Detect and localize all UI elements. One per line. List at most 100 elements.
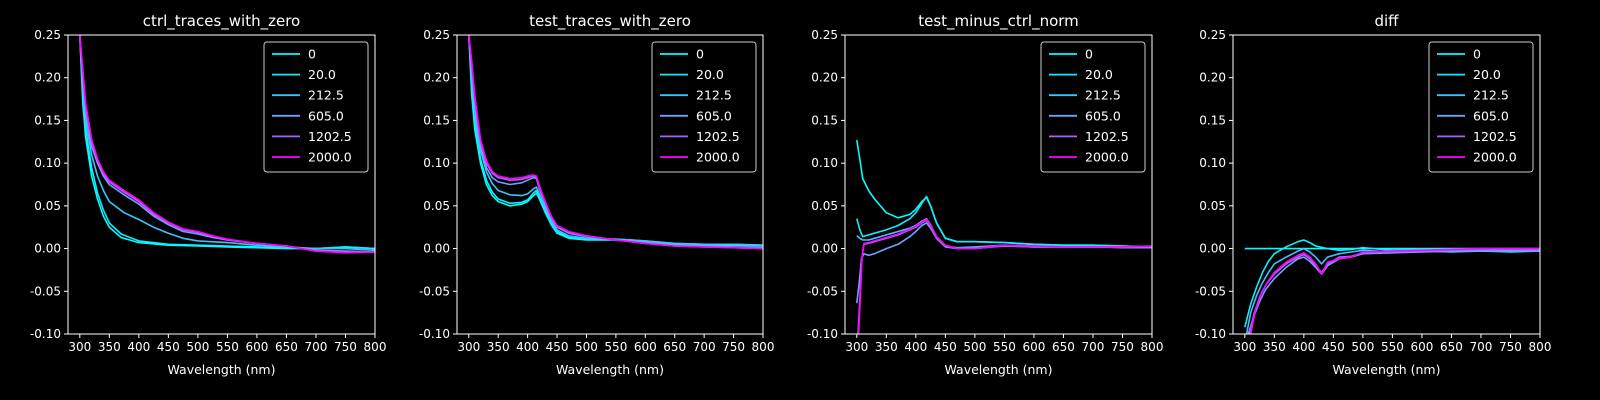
x-tick-label: 400 — [1292, 340, 1315, 354]
subplot-1: ctrl_traces_with_zero 300 350 400 450 500 550 6… — [30, 12, 387, 377]
y-tick-label: -0.10 — [1195, 327, 1226, 341]
x-axis-label: Wavelength (nm) — [168, 362, 276, 377]
x-tick-label: 600 — [245, 340, 268, 354]
y-tick-label: 0.25 — [811, 28, 838, 42]
legend-label: 20.0 — [696, 67, 724, 82]
subplot-title: diff — [1374, 12, 1399, 30]
legend-label: 1202.5 — [308, 129, 352, 144]
series-line-2000.0 — [79, 35, 375, 254]
legend-label: 605.0 — [696, 108, 732, 123]
x-tick-label: 450 — [934, 340, 957, 354]
legend-label: 0 — [1085, 47, 1093, 62]
legend-label: 605.0 — [1085, 108, 1121, 123]
y-tick-label: -0.10 — [419, 327, 450, 341]
y-tick-label: 0.10 — [811, 156, 838, 170]
legend-label: 0 — [696, 47, 704, 62]
y-tick-label: 0.20 — [423, 71, 450, 85]
series-group — [468, 35, 763, 250]
series-line-2000.0 — [468, 35, 763, 250]
legend-label: 20.0 — [1473, 67, 1501, 82]
x-tick-label: 750 — [1111, 340, 1134, 354]
x-tick-label: 400 — [127, 340, 150, 354]
y-tick-label: 0.15 — [1199, 113, 1226, 127]
y-tick-label: -0.05 — [30, 284, 61, 298]
x-tick-label: 350 — [98, 340, 121, 354]
legend-label: 20.0 — [1085, 67, 1113, 82]
legend-label: 212.5 — [1085, 88, 1121, 103]
x-tick-label: 650 — [275, 340, 298, 354]
series-group — [1244, 239, 1540, 334]
series-line-212.5 — [468, 35, 763, 246]
subplot-title: ctrl_traces_with_zero — [143, 12, 300, 31]
legend-label: 0 — [1473, 47, 1481, 62]
series-line-0 — [468, 35, 763, 247]
subplot-3: test_minus_ctrl_norm 300 350 400 450 500 550 60… — [807, 12, 1164, 377]
y-tick-label: 0.00 — [1199, 242, 1226, 256]
y-tick-label: 0.10 — [1199, 156, 1226, 170]
x-tick-label: 600 — [1410, 340, 1433, 354]
subplot-2: test_traces_with_zero 300 350 400 450 500 550 6… — [419, 12, 775, 377]
y-tick-label: 0.25 — [1199, 28, 1226, 42]
x-tick-label: 650 — [663, 340, 686, 354]
legend-label: 1202.5 — [696, 129, 740, 144]
legend-label: 2000.0 — [696, 150, 740, 165]
x-tick-label: 650 — [1440, 340, 1463, 354]
y-tick-label: 0.00 — [34, 242, 61, 256]
axes-frame — [67, 34, 376, 335]
y-tick-label: 0.05 — [1199, 199, 1226, 213]
x-tick-label: 450 — [546, 340, 569, 354]
x-tick-label: 400 — [516, 340, 539, 354]
legend-label: 605.0 — [1473, 108, 1509, 123]
legend: 0 20.0 212.5 605.0 1202.5 2000.0 — [651, 41, 757, 173]
x-tick-label: 350 — [1263, 340, 1286, 354]
y-tick-label: 0.15 — [423, 113, 450, 127]
legend-label: 0 — [308, 47, 316, 62]
x-tick-label: 600 — [634, 340, 657, 354]
axes-frame — [844, 34, 1153, 335]
series-line-212.5 — [79, 35, 375, 252]
y-tick-label: 0.05 — [811, 199, 838, 213]
x-tick-label: 350 — [487, 340, 510, 354]
y-tick-label: 0.15 — [811, 113, 838, 127]
legend-label: 1202.5 — [1085, 129, 1129, 144]
series-group — [856, 139, 1152, 334]
x-tick-label: 400 — [904, 340, 927, 354]
x-tick-label: 300 — [68, 340, 91, 354]
x-axis-label: Wavelength (nm) — [556, 362, 664, 377]
x-tick-label: 500 — [963, 340, 986, 354]
y-tick-label: 0.00 — [811, 242, 838, 256]
x-tick-label: 700 — [1082, 340, 1105, 354]
x-tick-label: 800 — [1529, 340, 1552, 354]
x-tick-label: 700 — [1470, 340, 1493, 354]
series-line-2000.0 — [857, 218, 1152, 334]
legend-label: 212.5 — [1473, 88, 1509, 103]
x-tick-label: 550 — [993, 340, 1016, 354]
y-tick-label: 0.20 — [34, 71, 61, 85]
subplot-4: diff 300 350 400 450 500 550 600 650 700 750 800 -0.… — [1195, 12, 1552, 377]
x-tick-label: 300 — [457, 340, 480, 354]
x-tick-label: 300 — [845, 340, 868, 354]
legend-label: 605.0 — [308, 108, 344, 123]
y-tick-label: -0.05 — [1195, 284, 1226, 298]
y-tick-label: 0.10 — [423, 156, 450, 170]
x-tick-label: 750 — [722, 340, 745, 354]
legend: 0 20.0 212.5 605.0 1202.5 2000.0 — [263, 41, 369, 173]
x-tick-label: 750 — [1499, 340, 1522, 354]
y-tick-label: 0.00 — [423, 242, 450, 256]
y-tick-label: -0.05 — [807, 284, 838, 298]
x-tick-label: 700 — [305, 340, 328, 354]
y-tick-label: -0.10 — [807, 327, 838, 341]
y-tick-label: -0.05 — [419, 284, 450, 298]
x-tick-label: 700 — [693, 340, 716, 354]
y-tick-label: 0.05 — [34, 199, 61, 213]
x-axis-label: Wavelength (nm) — [1333, 362, 1441, 377]
x-tick-label: 350 — [875, 340, 898, 354]
legend-label: 2000.0 — [1085, 150, 1129, 165]
axes-frame — [1232, 34, 1541, 335]
legend-label: 1202.5 — [1473, 129, 1517, 144]
series-line-2000.0 — [1249, 247, 1540, 334]
x-tick-label: 800 — [1141, 340, 1164, 354]
y-tick-label: 0.20 — [811, 71, 838, 85]
y-tick-label: 0.15 — [34, 113, 61, 127]
